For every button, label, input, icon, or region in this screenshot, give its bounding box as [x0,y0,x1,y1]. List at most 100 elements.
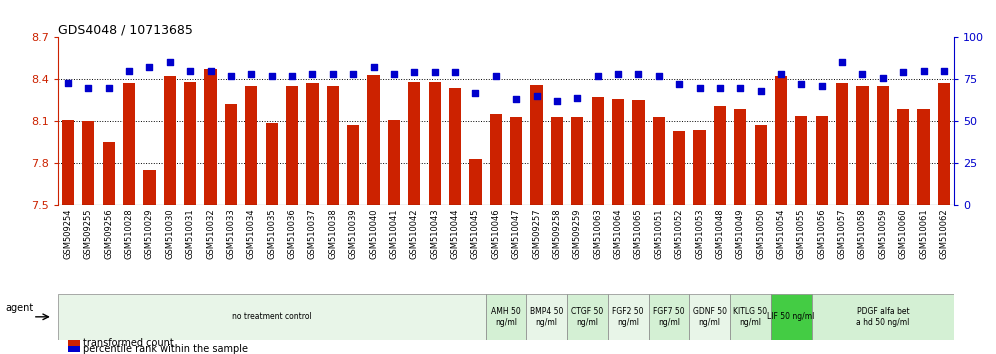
Point [835,59,851,65]
Point [794,81,810,87]
Point [467,90,483,96]
Bar [58,294,486,340]
Bar [714,106,726,205]
Bar [68,340,80,346]
Bar [612,99,624,205]
Text: no treatment control: no treatment control [232,312,312,321]
Bar [143,170,155,205]
Bar [428,82,441,205]
Text: agent: agent [5,303,33,313]
Bar [836,84,849,205]
Point [549,98,565,104]
Text: AMH 50
ng/ml: AMH 50 ng/ml [491,307,521,326]
Bar [347,125,360,205]
Point [773,72,789,77]
Point [915,68,931,74]
Text: BMP4 50
ng/ml: BMP4 50 ng/ml [530,307,564,326]
Text: PDGF alfa bet
a hd 50 ng/ml: PDGF alfa bet a hd 50 ng/ml [857,307,909,326]
Point [101,85,117,91]
Point [426,70,442,75]
Point [691,85,707,91]
Point [936,68,952,74]
Bar [755,125,767,205]
Text: GDNF 50
ng/ml: GDNF 50 ng/ml [692,307,727,326]
Bar [163,76,176,205]
Bar [775,76,787,205]
Point [488,73,504,79]
Text: KITLG 50
ng/ml: KITLG 50 ng/ml [733,307,768,326]
Point [202,68,218,74]
Bar [693,130,705,205]
Bar [225,104,237,205]
Bar [730,294,771,340]
Bar [857,86,869,205]
Bar [245,86,257,205]
Point [60,80,76,85]
Bar [673,131,685,205]
Point [732,85,748,91]
Text: FGF7 50
ng/ml: FGF7 50 ng/ml [653,307,685,326]
Bar [307,84,319,205]
Point [671,81,687,87]
Bar [486,294,526,340]
Text: LIF 50 ng/ml: LIF 50 ng/ml [768,312,815,321]
Point [529,93,545,99]
Bar [648,294,689,340]
Bar [204,69,217,205]
Point [305,72,321,77]
Point [508,97,524,102]
Point [753,88,769,94]
Bar [812,294,954,340]
Text: FGF2 50
ng/ml: FGF2 50 ng/ml [613,307,644,326]
Point [386,72,402,77]
Bar [286,86,298,205]
Point [223,73,239,79]
Bar [771,294,812,340]
Bar [689,294,730,340]
Bar [387,120,400,205]
Bar [510,117,522,205]
Bar [652,117,665,205]
Bar [103,142,115,205]
Point [264,73,280,79]
Text: transformed count: transformed count [83,338,173,348]
Bar [526,294,567,340]
Point [346,72,362,77]
Point [366,64,381,70]
Point [182,68,198,74]
Point [325,72,341,77]
Bar [816,116,828,205]
Bar [327,86,339,205]
Point [81,85,97,91]
Bar [68,346,80,352]
Point [141,64,157,70]
Bar [795,116,808,205]
Text: CTGF 50
ng/ml: CTGF 50 ng/ml [572,307,604,326]
Bar [917,109,929,205]
Point [284,73,300,79]
Bar [734,109,746,205]
Point [712,85,728,91]
Bar [897,109,909,205]
Bar [123,84,135,205]
Point [406,70,422,75]
Point [814,83,830,89]
Bar [368,75,379,205]
Bar [266,122,278,205]
Bar [62,120,74,205]
Point [610,72,626,77]
Bar [567,294,608,340]
Bar [449,87,461,205]
Bar [592,97,604,205]
Bar [531,85,543,205]
Bar [608,294,648,340]
Point [590,73,606,79]
Bar [490,114,502,205]
Point [122,68,137,74]
Bar [408,82,420,205]
Text: GDS4048 / 10713685: GDS4048 / 10713685 [58,23,192,36]
Text: percentile rank within the sample: percentile rank within the sample [83,344,248,354]
Point [570,95,586,101]
Point [447,70,463,75]
Bar [184,82,196,205]
